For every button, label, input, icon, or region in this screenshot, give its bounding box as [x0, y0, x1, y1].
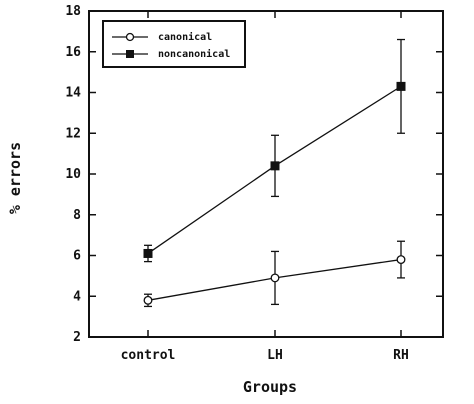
- legend-label-noncanonical: noncanonical: [158, 48, 230, 60]
- y-tick-label: 8: [73, 208, 81, 223]
- y-tick-label: 4: [73, 289, 81, 304]
- y-tick-label: 2: [73, 330, 81, 345]
- y-tick-label: 16: [65, 45, 81, 60]
- y-tick-label: 10: [65, 167, 81, 182]
- series-canonical: [143, 240, 406, 308]
- data-point-noncanonical: [143, 248, 153, 258]
- y-tick-label: 14: [65, 86, 81, 101]
- data-point-canonical: [270, 273, 280, 283]
- y-axis-title: % errors: [6, 142, 24, 214]
- y-tick-label: 6: [73, 249, 81, 264]
- series-noncanonical: [143, 38, 406, 263]
- y-tick-label: 18: [65, 4, 81, 19]
- legend: canonical noncanonical: [102, 20, 246, 68]
- data-point-canonical: [143, 295, 153, 305]
- data-point-noncanonical: [270, 161, 280, 171]
- legend-marker-noncanonical: [126, 50, 134, 58]
- axes: 2 4 6 8 10 12 14 16 18 control LH RH: [65, 4, 444, 363]
- legend-label-canonical: canonical: [158, 31, 212, 43]
- data-point-noncanonical: [396, 81, 406, 91]
- x-tick-label: RH: [393, 348, 409, 363]
- data-point-canonical: [396, 255, 406, 265]
- series-layer: [143, 38, 406, 308]
- x-tick-label: LH: [267, 348, 283, 363]
- x-axis-title: Groups: [243, 378, 297, 396]
- y-tick-label: 12: [65, 126, 81, 141]
- legend-marker-canonical: [125, 32, 135, 42]
- legend-box: [102, 20, 246, 68]
- x-tick-label: control: [121, 348, 176, 363]
